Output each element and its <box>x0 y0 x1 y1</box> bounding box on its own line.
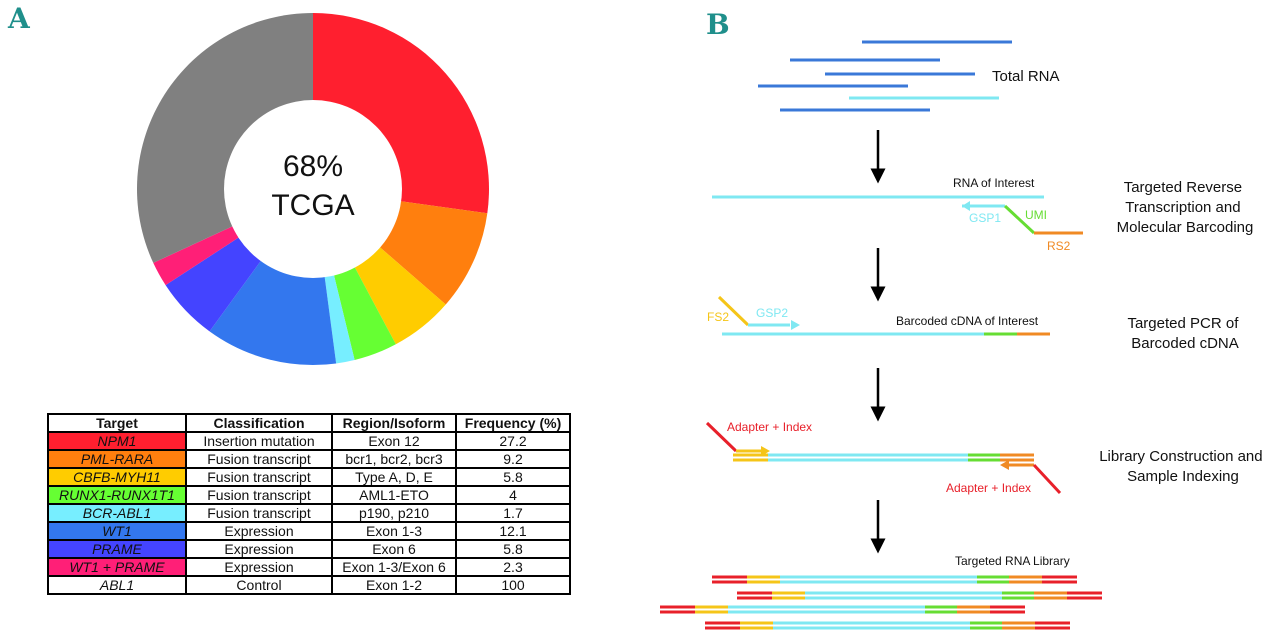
donut-chart: 68% TCGA <box>137 13 489 365</box>
library-fragment <box>660 605 1025 614</box>
library-fragments <box>660 575 1102 630</box>
donut-hole <box>224 100 402 278</box>
cell-classification: Fusion transcript <box>185 503 333 523</box>
cell-region: AML1-ETO <box>331 485 457 505</box>
gsp1-primer <box>962 201 1083 235</box>
adapter-bottom-label: Adapter + Index <box>946 481 1031 495</box>
cell-frequency: 2.3 <box>455 557 571 577</box>
table-row: NPM1 Insertion mutation Exon 12 27.2 <box>47 431 571 451</box>
cell-region: Exon 6 <box>331 539 457 559</box>
panel-a-label: A <box>8 2 30 35</box>
cell-classification: Expression <box>185 557 333 577</box>
gsp1-label: GSP1 <box>969 211 1001 225</box>
targeted-library-label: Targeted RNA Library <box>955 554 1070 568</box>
fs2-label: FS2 <box>707 310 729 324</box>
cell-classification: Fusion transcript <box>185 449 333 469</box>
header-region: Region/Isoform <box>331 413 457 433</box>
total-rna-strands <box>758 40 1012 112</box>
table-row: BCR-ABL1 Fusion transcript p190, p210 1.7 <box>47 503 571 523</box>
library-fragment <box>712 575 1077 584</box>
library-fragment <box>737 591 1102 600</box>
rna-of-interest-label: RNA of Interest <box>953 176 1035 190</box>
cell-classification: Fusion transcript <box>185 485 333 505</box>
cell-target: PRAME <box>47 539 187 559</box>
step1-text: Targeted Reverse Transcription and Molec… <box>1117 179 1254 236</box>
library-double-strand <box>733 453 1034 462</box>
cell-frequency: 100 <box>455 575 571 595</box>
umi-segment <box>1003 204 1036 235</box>
step3-text: Library Construction and Sample Indexing <box>1099 448 1267 485</box>
cell-region: Exon 12 <box>331 431 457 451</box>
cell-classification: Control <box>185 575 333 595</box>
total-rna-label: Total RNA <box>992 68 1060 85</box>
barcoded-cdna-label: Barcoded cDNA of Interest <box>896 314 1039 328</box>
cell-target: ABL1 <box>47 575 187 595</box>
target-table: Target Classification Region/Isoform Fre… <box>47 413 571 595</box>
cell-target: CBFB-MYH11 <box>47 467 187 487</box>
cell-classification: Expression <box>185 521 333 541</box>
table-row: PML-RARA Fusion transcript bcr1, bcr2, bcr… <box>47 449 571 469</box>
cell-target: RUNX1-RUNX1T1 <box>47 485 187 505</box>
adapter-top-label: Adapter + Index <box>727 420 812 434</box>
cell-frequency: 12.1 <box>455 521 571 541</box>
cell-region: p190, p210 <box>331 503 457 523</box>
cell-classification: Insertion mutation <box>185 431 333 451</box>
cell-classification: Fusion transcript <box>185 467 333 487</box>
donut-center-percent: 68% <box>283 150 343 183</box>
table-row: WT1 + PRAME Expression Exon 1-3/Exon 6 2.3 <box>47 557 571 577</box>
gsp2-label: GSP2 <box>756 306 788 320</box>
adapter-bottom <box>1000 460 1062 495</box>
cell-frequency: 1.7 <box>455 503 571 523</box>
table-header-row: Target Classification Region/Isoform Fre… <box>47 413 571 433</box>
cell-region: Exon 1-3/Exon 6 <box>331 557 457 577</box>
cell-target: NPM1 <box>47 431 187 451</box>
header-target: Target <box>47 413 187 433</box>
cell-region: Type A, D, E <box>331 467 457 487</box>
cell-region: Exon 1-2 <box>331 575 457 595</box>
cell-target: BCR-ABL1 <box>47 503 187 523</box>
panel-b-label: B <box>706 8 730 41</box>
umi-label: UMI <box>1025 208 1047 222</box>
cell-frequency: 27.2 <box>455 431 571 451</box>
cell-frequency: 4 <box>455 485 571 505</box>
cell-classification: Expression <box>185 539 333 559</box>
cell-region: Exon 1-3 <box>331 521 457 541</box>
cell-frequency: 9.2 <box>455 449 571 469</box>
cell-frequency: 5.8 <box>455 539 571 559</box>
donut-center-label: TCGA <box>271 189 354 222</box>
cell-target: WT1 + PRAME <box>47 557 187 577</box>
header-frequency: Frequency (%) <box>455 413 571 433</box>
table-row: RUNX1-RUNX1T1 Fusion transcript AML1-ETO 4 <box>47 485 571 505</box>
header-classification: Classification <box>185 413 333 433</box>
cell-target: WT1 <box>47 521 187 541</box>
cell-region: bcr1, bcr2, bcr3 <box>331 449 457 469</box>
library-fragment <box>705 621 1070 630</box>
step2-text: Targeted PCR of Barcoded cDNA <box>1127 315 1242 352</box>
cell-frequency: 5.8 <box>455 467 571 487</box>
table-row: PRAME Expression Exon 6 5.8 <box>47 539 571 559</box>
table-row: WT1 Expression Exon 1-3 12.1 <box>47 521 571 541</box>
rs2-label: RS2 <box>1047 239 1071 253</box>
cell-target: PML-RARA <box>47 449 187 469</box>
table-row: ABL1 Control Exon 1-2 100 <box>47 575 571 595</box>
fs2-gsp2-primer <box>717 295 800 330</box>
